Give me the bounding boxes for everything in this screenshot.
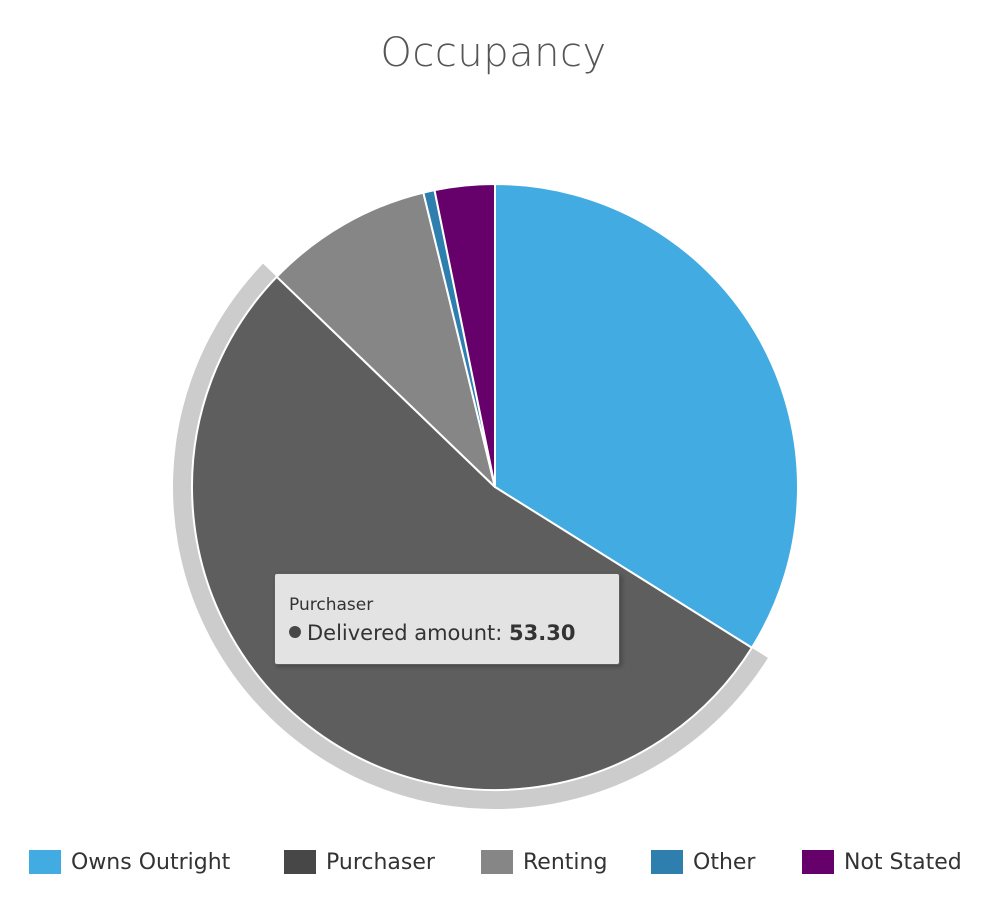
chart-legend: Owns Outright Purchaser Renting Other Not St… <box>0 845 987 879</box>
legend-label: Other <box>693 849 756 875</box>
tooltip-series-dot-icon <box>289 626 301 638</box>
legend-label: Renting <box>523 849 608 875</box>
legend-label: Purchaser <box>326 849 435 875</box>
tooltip-value: 53.30 <box>509 621 576 645</box>
legend-item-purchaser[interactable]: Purchaser <box>284 845 435 879</box>
legend-item-owns-outright[interactable]: Owns Outright <box>29 845 230 879</box>
pie-slice-not-stated[interactable] <box>433 183 496 488</box>
chart-title: Occupancy <box>380 30 607 76</box>
tooltip-series-label: Delivered amount: <box>307 621 503 645</box>
legend-item-other[interactable]: Other <box>651 845 755 879</box>
legend-swatch <box>651 850 683 874</box>
legend-label: Not Stated <box>844 849 962 875</box>
legend-item-renting[interactable]: Renting <box>481 845 607 879</box>
tooltip-row: Delivered amount: 53.30 <box>289 620 619 646</box>
legend-item-not-stated[interactable]: Not Stated <box>802 845 962 879</box>
chart-tooltip: Purchaser Delivered amount: 53.30 <box>274 573 620 665</box>
legend-swatch <box>802 850 834 874</box>
legend-swatch <box>481 850 513 874</box>
tooltip-category: Purchaser <box>289 595 374 615</box>
legend-label: Owns Outright <box>71 849 231 875</box>
pie-slice-owns-outright[interactable] <box>494 183 799 649</box>
legend-swatch <box>29 850 61 874</box>
legend-swatch <box>284 850 316 874</box>
